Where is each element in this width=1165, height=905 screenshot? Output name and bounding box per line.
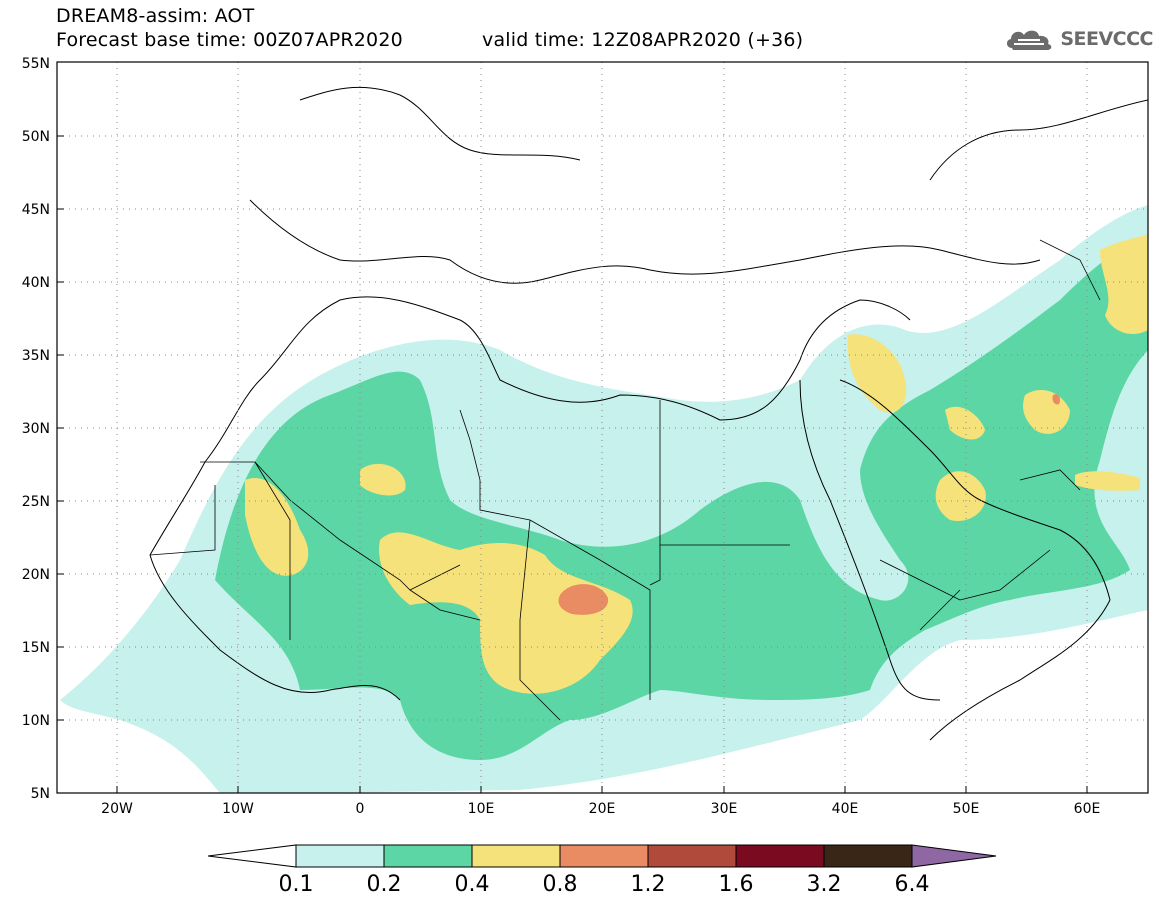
colorbar-swatch — [471, 844, 561, 868]
logo-text: SEEVCCC — [1060, 28, 1153, 50]
lat-label: 40N — [22, 275, 50, 291]
aot-level-0-2 — [215, 235, 1148, 760]
colorbar-label: 1.6 — [719, 872, 754, 897]
colorbar-swatch — [647, 844, 737, 868]
longitude-labels: 20W 10W 0 10E 20E 30E 40E 50E 60E — [101, 801, 1100, 817]
lat-label: 30N — [22, 421, 50, 437]
lon-label: 40E — [832, 801, 859, 817]
lat-label: 45N — [22, 202, 50, 218]
borders — [149, 239, 1101, 721]
lon-label: 0 — [356, 801, 365, 817]
colorbar-label: 0.1 — [279, 872, 314, 897]
lon-label: 30E — [711, 801, 738, 817]
lat-label: 25N — [22, 494, 50, 510]
colorbar-label: 0.2 — [367, 872, 402, 897]
chart-title: DREAM8-assim: AOT — [56, 5, 255, 27]
lon-label: 20E — [589, 801, 616, 817]
lat-label: 55N — [22, 56, 50, 72]
coastlines — [149, 86, 1148, 741]
colorbar-swatch — [559, 844, 649, 868]
lon-label: 20W — [101, 801, 133, 817]
colorbar-labels: 0.1 0.2 0.4 0.8 1.2 1.6 3.2 6.4 — [279, 872, 930, 897]
lon-label: 10E — [468, 801, 495, 817]
lon-label: 50E — [953, 801, 980, 817]
colorbar-label: 3.2 — [807, 872, 842, 897]
colorbar — [207, 844, 997, 868]
aot-level-0-8 — [558, 394, 1061, 615]
cloud-icon — [1007, 30, 1052, 50]
lat-label: 50N — [22, 129, 50, 145]
colorbar-swatch — [823, 844, 913, 868]
colorbar-label: 0.8 — [543, 872, 578, 897]
lon-label: 10W — [222, 801, 254, 817]
colorbar-swatch — [735, 844, 825, 868]
lat-label: 5N — [31, 786, 50, 802]
colorbar-label: 6.4 — [895, 872, 930, 897]
forecast-base-time: Forecast base time: 00Z07APR2020 — [56, 29, 403, 51]
colorbar-upper-arrow — [911, 844, 997, 868]
colorbar-swatch — [295, 844, 385, 868]
lat-label: 10N — [22, 713, 50, 729]
valid-time: valid time: 12Z08APR2020 (+36) — [482, 29, 804, 51]
colorbar-label: 0.4 — [455, 872, 490, 897]
lat-label: 20N — [22, 567, 50, 583]
aot-level-0-4 — [245, 235, 1148, 694]
lon-label: 60E — [1074, 801, 1101, 817]
aot-shading — [60, 205, 1148, 793]
seevccc-logo: SEEVCCC — [1004, 26, 1153, 52]
colorbar-swatch — [383, 844, 473, 868]
colorbar-label: 1.2 — [631, 872, 666, 897]
latitude-labels: 55N 50N 45N 40N 35N 30N 25N 20N 15N 10N … — [22, 56, 50, 802]
lat-label: 35N — [22, 348, 50, 364]
colorbar-lower-arrow — [207, 844, 297, 868]
axis-ticks — [57, 135, 1088, 793]
lat-label: 15N — [22, 640, 50, 656]
